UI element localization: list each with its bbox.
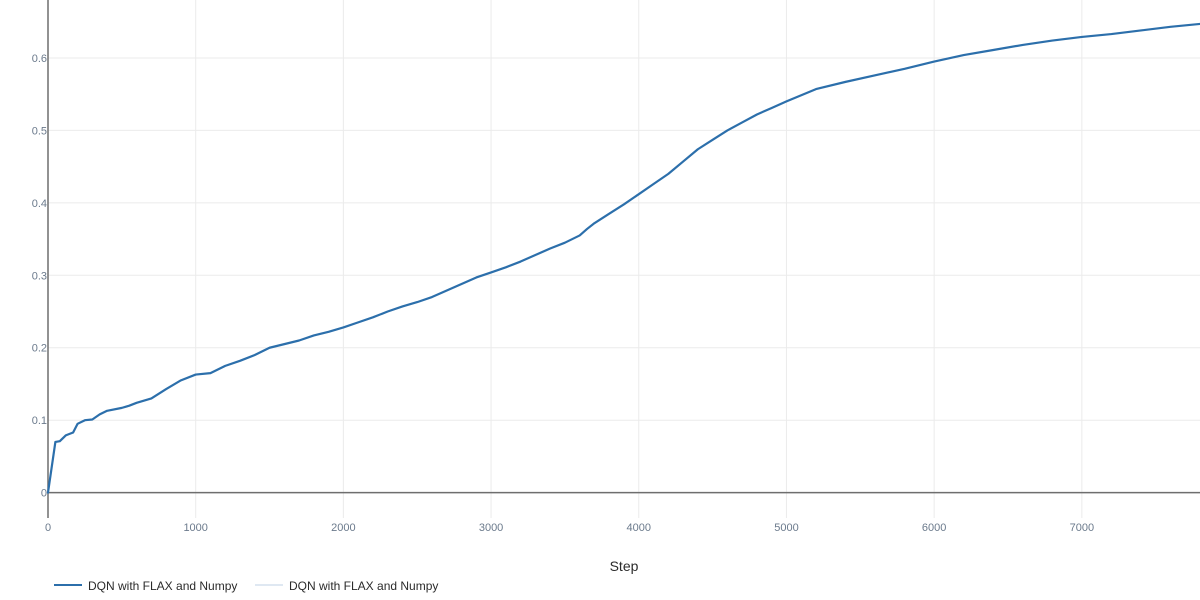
x-tick-label: 3000 [479, 522, 503, 534]
series-line-1[interactable] [46, 22, 1200, 494]
x-tick-label: 0 [45, 522, 51, 534]
tick-labels: 0 1000 2000 3000 4000 5000 6000 7000 0 0.1 0.2 0.3 0… [32, 53, 1094, 534]
axes [47, 0, 1200, 518]
x-tick-label: 4000 [627, 522, 651, 534]
y-tick-label: 0.4 [32, 198, 47, 210]
y-tick-label: 0.2 [32, 343, 47, 355]
x-tick-label: 7000 [1070, 522, 1094, 534]
y-tick-label: 0 [41, 488, 47, 500]
x-tick-label: 5000 [774, 522, 798, 534]
legend-label: DQN with FLAX and Numpy [88, 579, 237, 593]
x-tick-label: 1000 [183, 522, 207, 534]
x-tick-label: 6000 [922, 522, 946, 534]
legend-item-1[interactable]: DQN with FLAX and Numpy [54, 579, 237, 593]
y-tick-label: 0.5 [32, 125, 47, 137]
legend-item-2[interactable]: DQN with FLAX and Numpy [255, 579, 438, 593]
series-lines [46, 22, 1200, 494]
legend-label: DQN with FLAX and Numpy [289, 579, 438, 593]
x-tick-label: 2000 [331, 522, 355, 534]
y-tick-label: 0.3 [32, 270, 47, 282]
legend[interactable]: DQN with FLAX and Numpy DQN with FLAX an… [54, 579, 438, 593]
x-axis-title: Step [610, 558, 639, 574]
y-tick-label: 0.6 [32, 53, 47, 65]
grid [48, 0, 1200, 518]
y-tick-label: 0.1 [32, 415, 47, 427]
